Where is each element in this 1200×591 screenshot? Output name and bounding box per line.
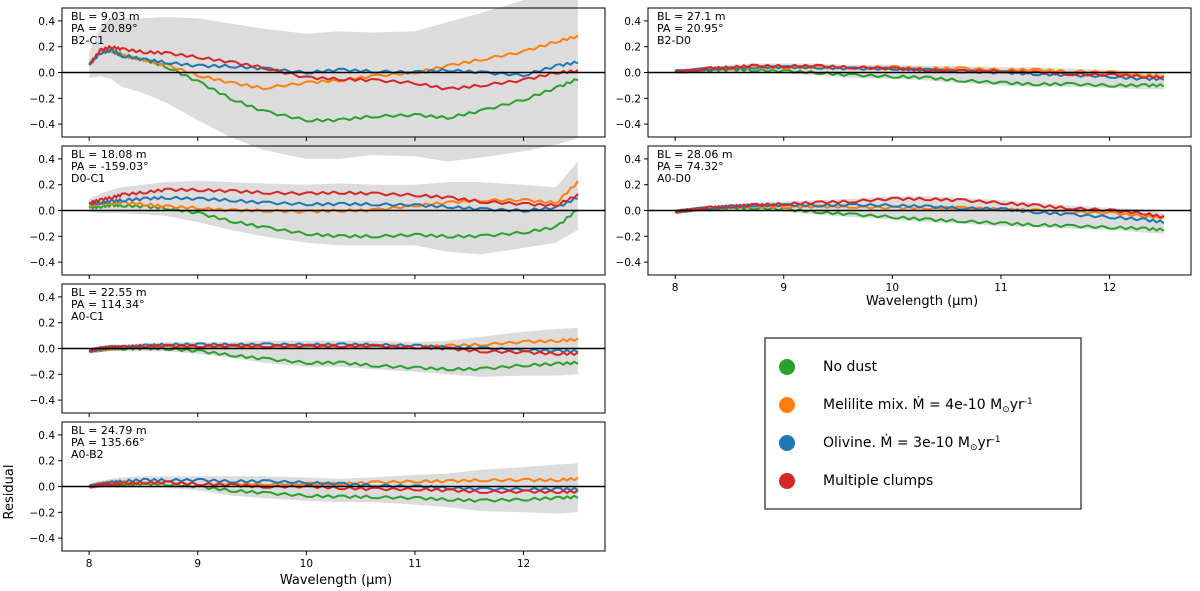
x-tick-label: 8	[672, 282, 679, 294]
legend-marker-olivine	[779, 435, 795, 451]
y-tick-label: 0.2	[38, 180, 55, 192]
annotation-baseline: BL = 18.08 m	[71, 148, 147, 161]
annotation-position-angle: PA = 20.89°	[71, 22, 138, 35]
error-band	[89, 327, 578, 377]
series-line-multiple-clumps	[88, 480, 579, 494]
y-tick-label: −0.2	[30, 231, 56, 243]
y-tick-label: 0.0	[624, 68, 641, 80]
x-tick-label: 8	[86, 558, 93, 570]
y-tick-label: 0.4	[624, 16, 641, 28]
x-tick-label: 10	[886, 282, 899, 294]
panel-a0-c1: 0.4 0.2 0.0 −0.2 −0.4 BL = 22.55 mPA = 114.34…	[30, 283, 606, 417]
legend-marker-no-dust	[779, 359, 795, 375]
series-line-multiple-clumps	[88, 45, 579, 91]
series-line-olivine	[88, 342, 579, 354]
y-tick-label: −0.2	[616, 93, 642, 105]
y-tick-label: 0.4	[38, 16, 55, 28]
y-tick-label: 0.0	[38, 482, 55, 494]
annotation-position-angle: PA = 135.66°	[71, 436, 145, 449]
y-tick-label: −0.4	[30, 395, 56, 407]
x-tick-label: 9	[780, 282, 787, 294]
series-line-olivine	[88, 195, 579, 213]
y-tick-label: −0.4	[30, 257, 56, 269]
panel-b2-c1: 0.40.20.0−0.2−0.4BL = 9.03 mPA = 20.89°B…	[30, 0, 606, 162]
y-tick-label: 0.4	[38, 430, 55, 442]
legend-frame	[764, 337, 1082, 510]
annotation-baseline: BL = 24.79 m	[71, 424, 147, 437]
x-tick-label: 12	[1103, 282, 1116, 294]
y-tick-label: −0.4	[30, 119, 56, 131]
x-tick-label: 10	[300, 558, 313, 570]
legend-label-olivine: Olivine. Ṁ = 3e-10 M⊙yr-1	[823, 433, 1001, 453]
annotation-baseline: BL = 27.1 m	[657, 10, 726, 23]
y-tick-label: 0.0	[624, 206, 641, 218]
y-axis-label: Residual	[2, 465, 17, 520]
y-tick-label: 0.4	[624, 154, 641, 166]
series-line-no-dust	[88, 47, 579, 123]
legend-label-melilite: Melilite mix. Ṁ = 4e-10 M⊙yr-1	[823, 395, 1033, 415]
series-line-olivine	[674, 65, 1165, 82]
series-line-olivine	[674, 203, 1165, 225]
x-tick-label: 12	[517, 558, 530, 570]
annotation-pair: A0-D0	[657, 172, 691, 185]
y-tick-label: 0.0	[38, 344, 55, 356]
annotation-position-angle: PA = 74.32°	[657, 160, 724, 173]
panel-a0-d0: 0.4 0.2 0.0 −0.2 −0.4 8 9 10 11 12 BL = 28.06 mPA …	[616, 145, 1192, 294]
series-line-multiple-clumps	[674, 63, 1165, 80]
legend-label-no-dust: No dust	[823, 359, 878, 375]
error-band	[89, 463, 578, 514]
series-line-melilite-mix	[88, 180, 579, 214]
y-tick-label: 0.0	[38, 206, 55, 218]
x-axis-label-right: Wavelength (μm)	[866, 294, 978, 309]
y-tick-label: −0.4	[616, 119, 642, 131]
y-tick-label: 0.0	[38, 68, 55, 80]
x-tick-label: 11	[994, 282, 1007, 294]
x-axis-label-left: Wavelength (μm)	[280, 573, 392, 588]
y-tick-label: −0.2	[30, 93, 56, 105]
annotation-baseline: BL = 28.06 m	[657, 148, 733, 161]
annotation-position-angle: PA = 114.34°	[71, 298, 145, 311]
annotation-pair: D0-C1	[71, 172, 105, 185]
legend-marker-multiple-clumps	[779, 473, 795, 489]
annotation-baseline: BL = 22.55 m	[71, 286, 147, 299]
panels-group: 0.40.20.0−0.2−0.4BL = 9.03 mPA = 20.89°B…	[30, 0, 1192, 570]
legend-label-multiple-clumps: Multiple clumps	[823, 473, 933, 489]
x-tick-label: 11	[408, 558, 421, 570]
legend: No dust Melilite mix. Ṁ = 4e-10 M⊙yr-1 O…	[764, 337, 1082, 510]
series-line-multiple-clumps	[88, 187, 579, 208]
panel-a0-b2: 0.4 0.2 0.0 −0.2 −0.4 8 9 10 11 12 BL = 24.79 mPA …	[30, 421, 606, 570]
error-band	[89, 0, 578, 162]
panel-d0-c1: 0.4 0.2 0.0 −0.2 −0.4 BL = 18.08 mPA = -159.0…	[30, 145, 606, 279]
y-tick-label: −0.4	[616, 257, 642, 269]
annotation-pair: B2-D0	[657, 34, 691, 47]
y-tick-label: −0.2	[30, 369, 56, 381]
annotation-position-angle: PA = -159.03°	[71, 160, 149, 173]
y-tick-label: 0.4	[38, 154, 55, 166]
annotation-baseline: BL = 9.03 m	[71, 10, 140, 23]
error-band	[89, 161, 578, 255]
panel-b2-d0: 0.4 0.2 0.0 −0.2 −0.4 BL = 27.1 mPA = 20.95°B…	[616, 7, 1192, 141]
y-tick-label: 0.2	[38, 318, 55, 330]
legend-marker-melilite	[779, 397, 795, 413]
y-tick-label: 0.2	[38, 456, 55, 468]
y-tick-label: −0.2	[30, 507, 56, 519]
y-tick-label: 0.2	[624, 42, 641, 54]
annotation-pair: B2-C1	[71, 34, 104, 47]
x-tick-label: 9	[194, 558, 201, 570]
annotation-pair: A0-C1	[71, 310, 104, 323]
series-line-multiple-clumps	[674, 196, 1165, 219]
series-line-melilite-mix	[88, 34, 579, 91]
y-tick-label: 0.2	[624, 180, 641, 192]
annotation-pair: A0-B2	[71, 448, 104, 461]
y-tick-label: 0.4	[38, 292, 55, 304]
y-tick-label: −0.2	[616, 231, 642, 243]
y-tick-label: 0.2	[38, 42, 55, 54]
series-line-olivine	[88, 477, 579, 492]
y-tick-label: −0.4	[30, 533, 56, 545]
annotation-position-angle: PA = 20.95°	[657, 22, 724, 35]
